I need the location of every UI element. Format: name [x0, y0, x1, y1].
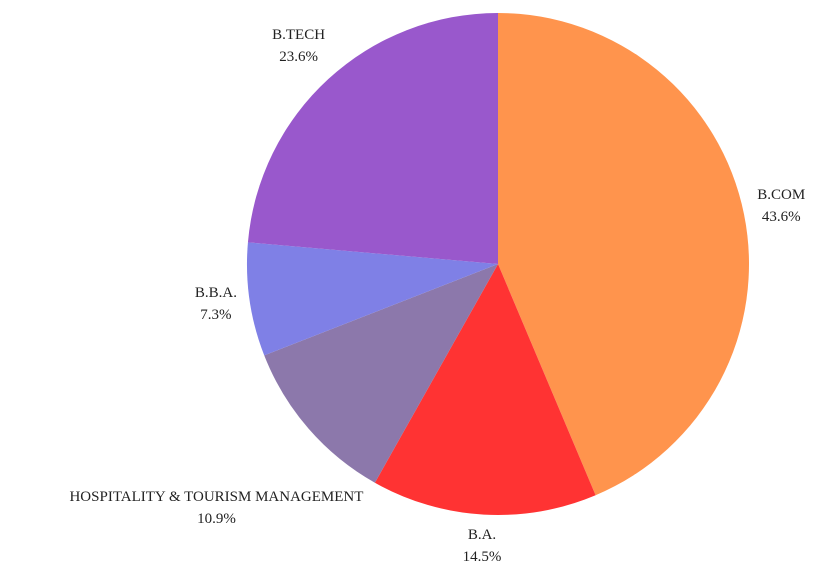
slice-value-label: 23.6% [279, 49, 318, 65]
slice-label: B.A. [468, 527, 496, 543]
pie-slice [247, 13, 498, 264]
slice-value-label: 10.9% [197, 511, 236, 527]
slice-label: HOSPITALITY & TOURISM MANAGEMENT [69, 489, 363, 505]
slice-label: B.COM [757, 187, 805, 203]
pie-slice [264, 264, 498, 483]
slice-value-label: 43.6% [762, 209, 801, 225]
pie-slice [374, 264, 596, 515]
pie-slice [498, 13, 749, 496]
slice-label: B.TECH [272, 27, 325, 43]
slice-label: B.B.A. [195, 285, 237, 301]
slice-value-label: 14.5% [463, 549, 502, 565]
slice-value-label: 7.3% [200, 307, 231, 323]
pie-slice [247, 242, 498, 356]
